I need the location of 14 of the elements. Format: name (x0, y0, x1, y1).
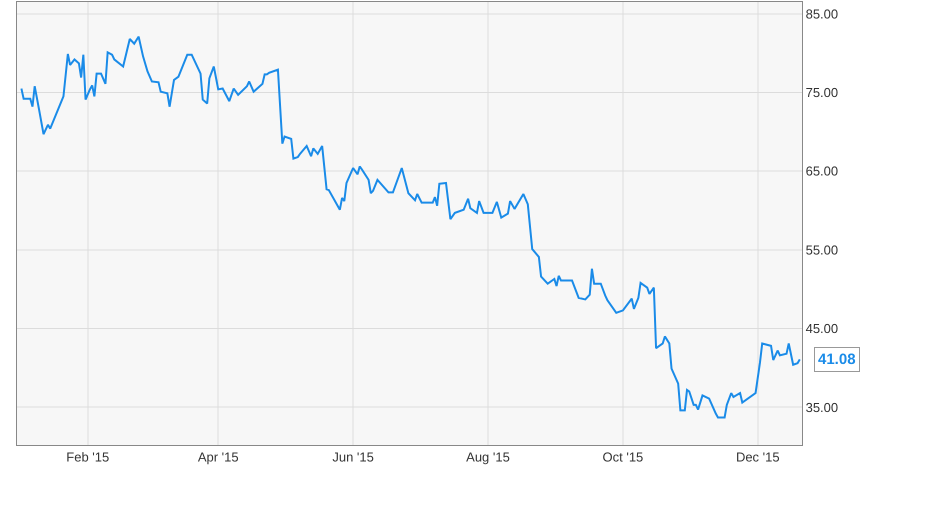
y-tick-label: 45.00 (806, 321, 838, 336)
x-tick-label: Oct '15 (602, 450, 644, 465)
y-tick-label: 35.00 (806, 400, 838, 415)
y-tick-label: 55.00 (806, 242, 838, 258)
y-tick-label: 85.00 (806, 6, 838, 22)
x-tick-label: Aug '15 (466, 450, 510, 465)
line-series (20, 36, 801, 418)
x-tick-label: Jun '15 (332, 450, 374, 465)
annotation: 41.08 (818, 351, 856, 368)
x-tick-label: Feb '15 (66, 450, 110, 465)
x-tick-label: Apr '15 (198, 450, 239, 465)
y-tick-label: 75.00 (806, 85, 838, 100)
y-tick-label: 65.00 (806, 164, 838, 179)
x-tick-label: Dec '15 (736, 450, 780, 465)
